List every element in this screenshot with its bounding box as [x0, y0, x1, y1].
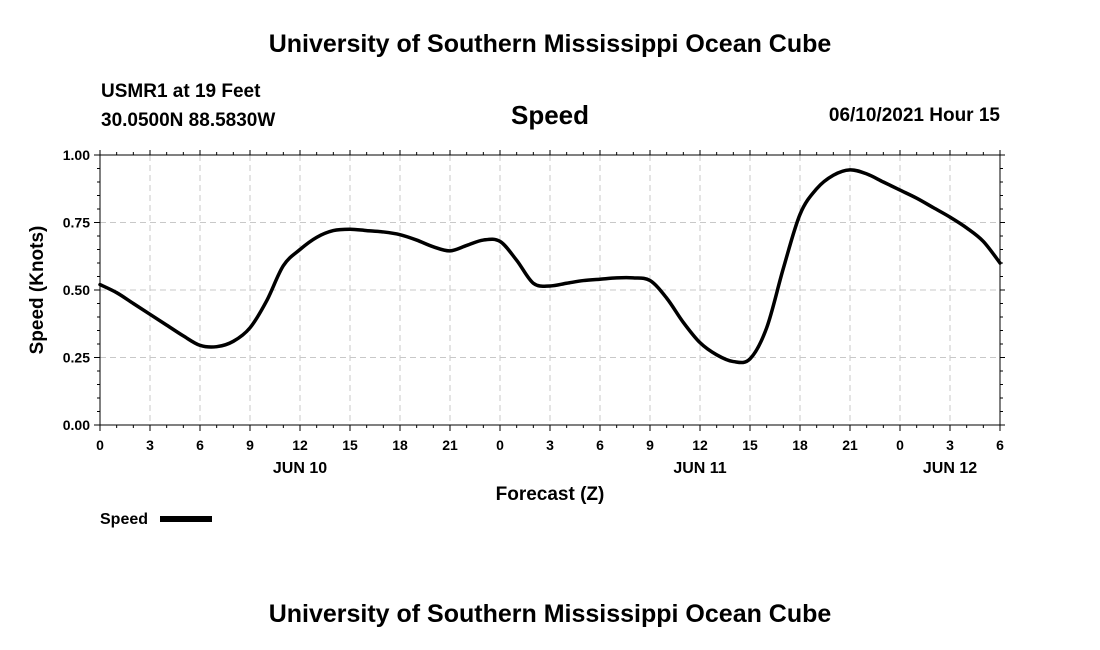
- x-tick-label: 6: [196, 437, 204, 453]
- x-tick-label: 3: [146, 437, 154, 453]
- x-tick-label: 21: [842, 437, 858, 453]
- y-tick-label: 0.25: [63, 350, 90, 366]
- date-label: JUN 10: [273, 460, 327, 477]
- x-tick-label: 12: [292, 437, 308, 453]
- y-tick-label: 0.00: [63, 417, 90, 433]
- y-tick-label: 1.00: [63, 147, 90, 163]
- station-info: USMR1 at 19 Feet 30.0500N 88.5830W: [101, 77, 275, 135]
- chart-title-bottom: University of Southern Mississippi Ocean…: [268, 600, 832, 628]
- x-axis-label: Forecast (Z): [496, 484, 605, 505]
- series-line-speed: [98, 168, 1002, 365]
- y-tick-label: 0.75: [63, 215, 90, 231]
- grid: [100, 155, 1000, 425]
- y-axis-label: Speed (Knots): [27, 226, 48, 355]
- x-tick-label: 18: [792, 437, 808, 453]
- x-tick-label: 0: [96, 437, 104, 453]
- forecast-datetime: 06/10/2021 Hour 15: [828, 105, 1000, 126]
- x-tick-label: 3: [546, 437, 554, 453]
- legend: Speed: [100, 511, 212, 528]
- x-tick-label: 15: [742, 437, 758, 453]
- y-tick-label: 0.50: [63, 282, 90, 298]
- date-label: JUN 12: [923, 460, 977, 477]
- x-tick-label: 21: [442, 437, 458, 453]
- x-tick-label: 0: [896, 437, 904, 453]
- legend-label: Speed: [100, 511, 148, 528]
- station-name: USMR1 at 19 Feet: [101, 81, 261, 102]
- x-tick-label: 3: [946, 437, 954, 453]
- chart-title-top: University of Southern Mississippi Ocean…: [268, 30, 832, 58]
- date-label: JUN 11: [673, 460, 726, 477]
- x-tick-label: 6: [996, 437, 1004, 453]
- x-tick-label: 6: [596, 437, 604, 453]
- x-tick-label: 18: [392, 437, 408, 453]
- station-coordinates: 30.0500N 88.5830W: [101, 110, 276, 131]
- x-tick-label: 0: [496, 437, 504, 453]
- x-tick-label: 9: [646, 437, 654, 453]
- legend-swatch: [160, 516, 212, 522]
- axis-labels: 0 3 6 9 12 15 18 21 0 3 6 9 12 15 18 21 0 3 6 0.00 0.25 0.50 0…: [63, 147, 1004, 477]
- axis-ticks: [94, 150, 1005, 431]
- x-tick-label: 15: [342, 437, 358, 453]
- x-tick-label: 9: [246, 437, 254, 453]
- x-tick-label: 12: [692, 437, 708, 453]
- variable-title: Speed: [510, 100, 590, 130]
